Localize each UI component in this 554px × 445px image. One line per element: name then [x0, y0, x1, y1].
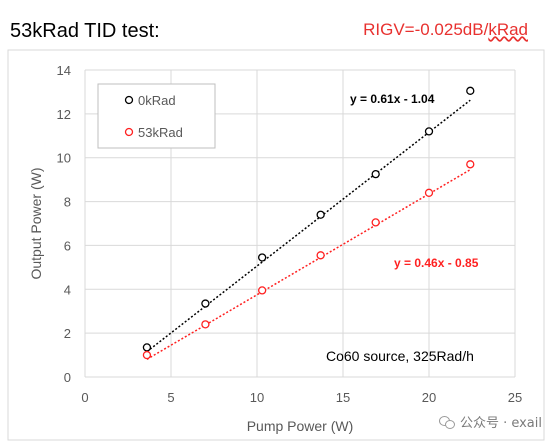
legend-label-0kRad: 0kRad	[138, 93, 176, 108]
legend-marker-0kRad	[124, 95, 134, 105]
legend-label-53kRad: 53kRad	[138, 125, 183, 140]
legend: 0kRad 53kRad	[97, 83, 216, 149]
x-tick-label: 10	[250, 390, 264, 405]
trendline-53kRad	[146, 169, 471, 360]
data-point-53kRad	[316, 251, 325, 260]
x-tick-label: 5	[167, 390, 174, 405]
data-point-53kRad	[142, 350, 152, 360]
x-axis-label: Pump Power (W)	[247, 418, 354, 434]
data-point-0kRad	[466, 86, 475, 95]
page-title: 53kRad TID test:	[10, 20, 160, 42]
data-points	[142, 86, 475, 360]
trendlines	[146, 99, 471, 360]
y-tick-label: 4	[64, 282, 71, 297]
data-point-0kRad	[142, 343, 152, 352]
legend-box	[97, 83, 216, 149]
tick-labels: 0 2 4 6 8 10 12 14 0 5 10 15 20 25	[57, 63, 523, 405]
watermark: 公众号 · exail	[438, 412, 542, 431]
trendline-equation-53kRad: y = 0.46x - 0.85	[394, 256, 479, 270]
y-axis-label: Output Power (W)	[28, 167, 44, 279]
data-point-53kRad	[258, 286, 267, 295]
data-point-53kRad	[371, 218, 380, 227]
y-tick-label: 12	[57, 107, 71, 122]
data-point-0kRad	[258, 253, 267, 262]
x-tick-label: 0	[81, 390, 88, 405]
rigv-prefix: RIGV=-0.025dB/	[363, 20, 489, 39]
chart-frame	[7, 49, 545, 441]
y-tick-label: 2	[64, 326, 71, 341]
watermark-text: 公众号 · exail	[459, 416, 542, 431]
data-point-0kRad	[371, 170, 380, 179]
trendline-0kRad	[146, 99, 471, 353]
chart-annotation: Co60 source, 325Rad/h	[326, 348, 474, 364]
x-tick-label: 20	[422, 390, 436, 405]
data-point-0kRad	[424, 127, 434, 136]
legend-marker-53kRad	[124, 127, 134, 137]
data-point-53kRad	[424, 188, 434, 197]
y-tick-label: 8	[64, 195, 71, 210]
y-tick-label: 6	[64, 238, 71, 253]
y-tick-label: 10	[57, 151, 71, 166]
data-point-53kRad	[201, 320, 210, 329]
data-point-0kRad	[316, 210, 325, 219]
x-tick-label: 25	[508, 390, 522, 405]
data-point-0kRad	[201, 299, 210, 308]
trendline-equation-0kRad: y = 0.61x - 1.04	[350, 92, 435, 106]
x-tick-label: 15	[336, 390, 350, 405]
rigv-unit: kRad	[488, 20, 528, 39]
rigv-label: RIGV=-0.025dB/kRad	[363, 20, 528, 40]
y-tick-label: 0	[64, 370, 71, 385]
data-point-53kRad	[466, 160, 475, 169]
wechat-icon	[438, 415, 455, 429]
y-tick-label: 14	[57, 63, 71, 78]
